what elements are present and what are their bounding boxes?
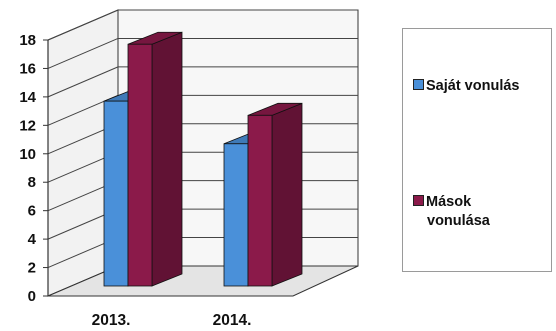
y-tick-label: 6 [28, 203, 36, 220]
legend-label: Mások [426, 194, 472, 210]
legend: Saját vonulás Mások vonulása [402, 28, 552, 272]
legend-label-line2: vonulása [427, 213, 490, 229]
legend-item-saját-vonulás: Saját vonulás [413, 77, 519, 96]
y-tick-label: 12 [19, 117, 36, 134]
bar-side [151, 31, 183, 287]
legend-swatch-series-2 [413, 195, 424, 206]
y-tick-label: 4 [28, 231, 37, 248]
legend-label: Saját vonulás [426, 78, 520, 94]
bar [223, 143, 249, 287]
bar-chart: 0 2 4 6 8 10 12 14 16 18 2013. 2014. [19, 9, 359, 329]
y-tick-label: 18 [19, 32, 36, 49]
bar [103, 100, 129, 287]
y-tick-label: 2 [28, 260, 36, 277]
legend-item-mások-vonulása: Mások vonulása [413, 193, 543, 231]
bar [247, 114, 273, 287]
bar [127, 43, 153, 287]
y-tick-label: 10 [19, 146, 36, 163]
chart-walls [47, 9, 359, 297]
legend-swatch-series-1 [413, 79, 424, 90]
gridline-left [47, 9, 119, 41]
bar-side [271, 102, 303, 287]
bars [103, 31, 303, 287]
category-labels: 2013. 2014. [92, 312, 252, 329]
y-tick-labels: 0 2 4 6 8 10 12 14 16 18 [19, 32, 36, 305]
gridline-left [47, 66, 119, 98]
gridline-left [47, 37, 119, 69]
x-category-label: 2013. [92, 312, 131, 329]
y-tick-label: 8 [28, 174, 36, 191]
y-tick-label: 16 [19, 60, 36, 77]
x-category-label: 2014. [213, 312, 252, 329]
y-tick-label: 14 [19, 89, 36, 106]
y-tick-label: 0 [28, 288, 36, 305]
